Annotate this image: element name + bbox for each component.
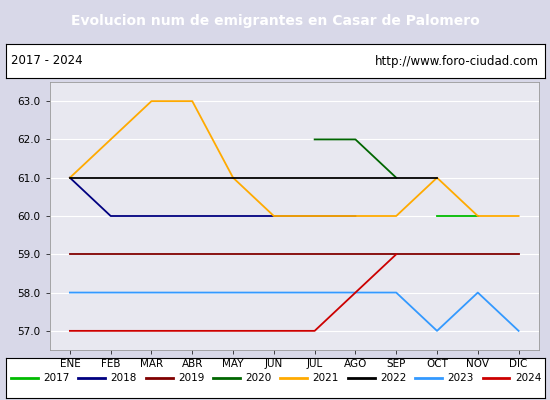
Text: 2020: 2020	[245, 373, 272, 383]
Text: 2023: 2023	[448, 373, 474, 383]
Text: 2019: 2019	[178, 373, 205, 383]
Text: 2017: 2017	[43, 373, 70, 383]
Text: 2024: 2024	[515, 373, 541, 383]
Text: 2022: 2022	[380, 373, 406, 383]
Text: Evolucion num de emigrantes en Casar de Palomero: Evolucion num de emigrantes en Casar de …	[70, 14, 480, 28]
Text: 2017 - 2024: 2017 - 2024	[11, 54, 82, 68]
Text: 2018: 2018	[111, 373, 137, 383]
Text: 2021: 2021	[313, 373, 339, 383]
Text: http://www.foro-ciudad.com: http://www.foro-ciudad.com	[375, 54, 539, 68]
